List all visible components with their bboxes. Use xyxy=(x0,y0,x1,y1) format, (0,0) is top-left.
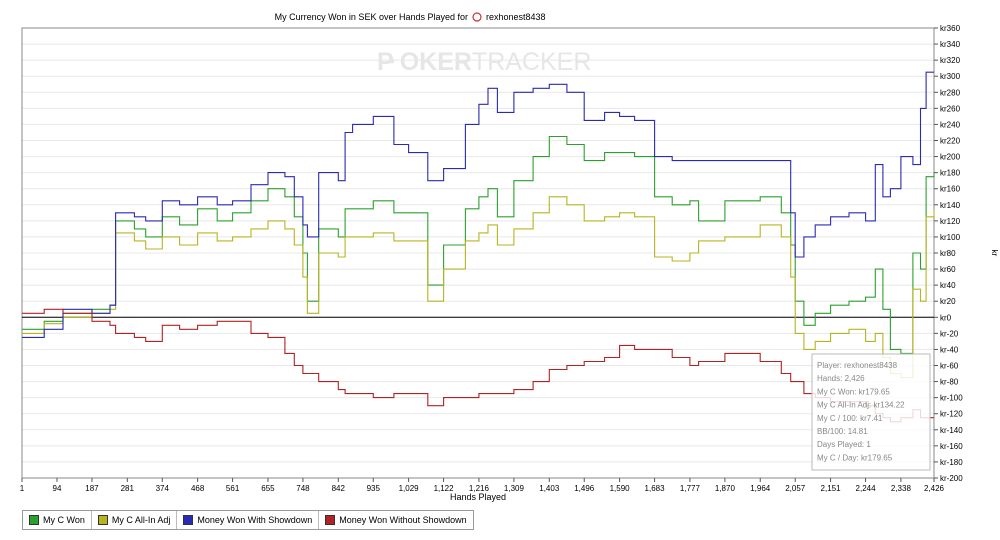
y-tick-label-20: kr200 xyxy=(940,153,961,162)
x-tick-label-14: 1,309 xyxy=(504,484,525,493)
x-tick-label-21: 1,964 xyxy=(750,484,771,493)
x-tick-label-16: 1,496 xyxy=(574,484,595,493)
tooltip-line-4: My C / 100: kr7.41 xyxy=(817,414,883,423)
y-tick-label-2: kr-160 xyxy=(940,442,963,451)
y-tick-label-12: kr40 xyxy=(940,281,956,290)
legend-label: My C All-In Adj xyxy=(111,515,171,525)
y-tick-label-9: kr-20 xyxy=(940,329,959,338)
chart-player-name: rexhonest8438 xyxy=(486,12,546,22)
x-tick-label-20: 1,870 xyxy=(715,484,736,493)
x-tick-label-24: 2,244 xyxy=(856,484,877,493)
series-line-0 xyxy=(22,135,935,354)
y-tick-label-22: kr240 xyxy=(940,120,961,129)
legend-item-0[interactable]: My C Won xyxy=(23,511,92,529)
x-tick-label-25: 2,338 xyxy=(891,484,912,493)
y-tick-label-17: kr140 xyxy=(940,201,961,210)
legend: My C Won My C All-In Adj Money Won With Sh… xyxy=(22,510,474,530)
y-tick-label-25: kr300 xyxy=(940,72,961,81)
x-tick-label-0: 1 xyxy=(20,484,25,493)
x-tick-label-1: 94 xyxy=(53,484,62,493)
tooltip-line-6: Days Played: 1 xyxy=(817,440,871,449)
y-tick-label-0: kr-200 xyxy=(940,474,963,483)
y-tick-label-7: kr-60 xyxy=(940,362,959,371)
x-tick-label-3: 281 xyxy=(121,484,135,493)
y-tick-label-3: kr-140 xyxy=(940,426,963,435)
legend-label: Money Won Without Showdown xyxy=(339,515,467,525)
x-tick-label-12: 1,122 xyxy=(434,484,455,493)
watermark-logo: P OKERTRACKER xyxy=(377,48,591,76)
x-tick-label-23: 2,151 xyxy=(821,484,842,493)
gridlines xyxy=(22,27,934,479)
series-line-1 xyxy=(22,196,935,379)
y-tick-label-23: kr260 xyxy=(940,104,961,113)
x-axis-label: Hands Played xyxy=(450,492,506,502)
tooltip: Player: rexhonest8438 Hands: 2,426 My C Wo… xyxy=(811,353,931,471)
y-tick-label-18: kr160 xyxy=(940,185,961,194)
legend-label: Money Won With Showdown xyxy=(197,515,313,525)
x-tick-label-18: 1,683 xyxy=(645,484,666,493)
y-tick-label-13: kr60 xyxy=(940,265,956,274)
y-tick-label-10: kr0 xyxy=(940,313,952,322)
y-axis: kr-200 kr-180 kr-160 kr-140 kr-120 kr-100 kr-8… xyxy=(934,24,963,483)
tooltip-line-2: My C Won: kr179.65 xyxy=(817,387,890,396)
y-axis-label: kr xyxy=(990,250,999,257)
legend-swatch xyxy=(97,515,108,525)
tooltip-line-7: My C / Day: kr179.65 xyxy=(817,453,893,462)
series-line-2 xyxy=(22,71,934,338)
y-tick-label-26: kr320 xyxy=(940,56,961,65)
y-tick-label-14: kr80 xyxy=(940,249,956,258)
x-tick-label-8: 748 xyxy=(296,484,310,493)
legend-swatch xyxy=(183,515,194,525)
x-tick-label-2: 187 xyxy=(85,484,99,493)
x-tick-label-19: 1,777 xyxy=(680,484,701,493)
y-tick-label-21: kr220 xyxy=(940,137,961,146)
y-tick-label-6: kr-80 xyxy=(940,378,959,387)
legend-swatch xyxy=(325,515,336,525)
x-tick-label-9: 842 xyxy=(332,484,346,493)
watermark: P OKERTRACKER xyxy=(377,48,591,76)
x-tick-label-22: 2,057 xyxy=(785,484,806,493)
x-tick-label-4: 374 xyxy=(156,484,170,493)
x-tick-label-13: 1,216 xyxy=(469,484,490,493)
tooltip-line-1: Hands: 2,426 xyxy=(817,374,865,383)
y-tick-label-1: kr-180 xyxy=(940,458,963,467)
x-tick-label-15: 1,403 xyxy=(539,484,560,493)
x-tick-label-17: 1,590 xyxy=(610,484,631,493)
y-tick-label-24: kr280 xyxy=(940,88,961,97)
y-tick-label-4: kr-120 xyxy=(940,410,963,419)
watermark-chip-icon xyxy=(389,58,395,64)
y-tick-label-27: kr340 xyxy=(940,40,961,49)
y-tick-label-16: kr120 xyxy=(940,217,961,226)
x-tick-label-11: 1,029 xyxy=(399,484,420,493)
chart-title: My Currency Won in SEK over Hands Played… xyxy=(275,12,468,22)
tooltip-line-3: My C All-In Adj: kr134.22 xyxy=(817,401,905,410)
legend-item-2[interactable]: Money Won With Showdown xyxy=(177,511,320,529)
player-icon xyxy=(472,12,482,22)
tooltip-box xyxy=(811,353,931,471)
x-tick-label-6: 561 xyxy=(226,484,240,493)
legend-label: My C Won xyxy=(43,515,85,525)
x-tick-label-7: 655 xyxy=(261,484,275,493)
tooltip-line-5: BB/100: 14.81 xyxy=(817,427,868,436)
legend-item-3[interactable]: Money Won Without Showdown xyxy=(319,511,472,529)
x-tick-label-5: 468 xyxy=(191,484,205,493)
legend-swatch xyxy=(29,515,39,525)
y-tick-label-8: kr-40 xyxy=(940,345,959,354)
series-layer xyxy=(22,71,935,423)
y-tick-label-11: kr20 xyxy=(940,297,956,306)
y-tick-label-5: kr-100 xyxy=(940,394,963,403)
x-tick-label-10: 935 xyxy=(367,484,381,493)
tooltip-line-0: Player: rexhonest8438 xyxy=(817,361,898,370)
x-axis: 1 94 187 281 374 468 561 655 748 842 935 1,029 1,122… xyxy=(20,478,945,493)
y-tick-label-28: kr360 xyxy=(940,24,961,33)
x-tick-label-26: 2,426 xyxy=(924,484,945,493)
legend-item-1[interactable]: My C All-In Adj xyxy=(92,511,178,529)
y-tick-label-19: kr180 xyxy=(940,169,961,178)
y-tick-label-15: kr100 xyxy=(940,233,961,242)
